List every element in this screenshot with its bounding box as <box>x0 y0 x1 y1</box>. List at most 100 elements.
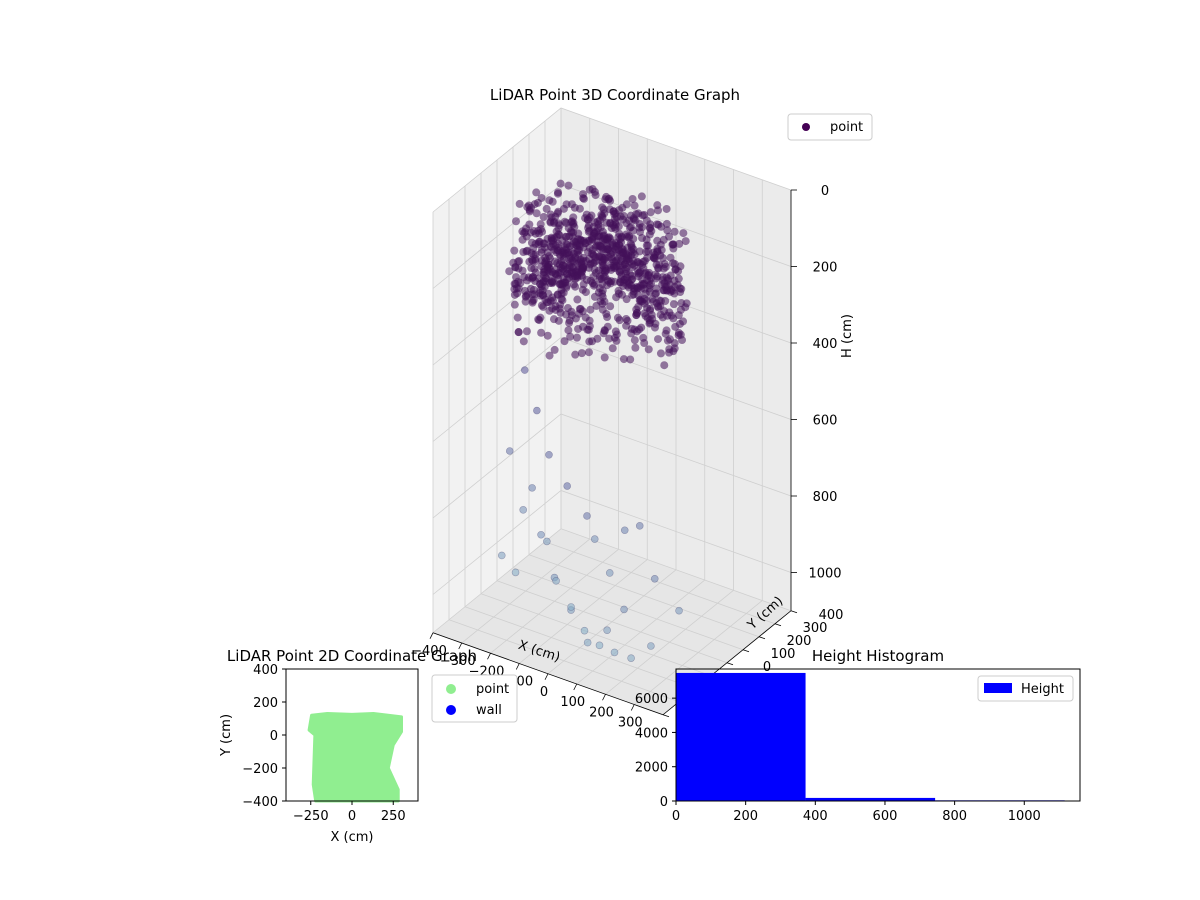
data-point <box>606 234 615 243</box>
data-point <box>559 288 568 297</box>
data-point <box>549 315 558 324</box>
data-point <box>593 334 602 343</box>
x-tick <box>515 663 520 670</box>
data-point <box>645 319 654 328</box>
y-tick-label: −200 <box>242 762 278 777</box>
data-point <box>539 212 548 221</box>
data-point <box>582 210 591 219</box>
data-point <box>567 603 575 611</box>
data-point <box>628 194 637 203</box>
data-point <box>623 232 632 241</box>
data-point <box>611 209 620 218</box>
data-point <box>674 331 683 340</box>
data-point <box>556 300 565 309</box>
y-tick <box>774 623 782 627</box>
data-point <box>572 333 581 342</box>
data-point <box>598 305 607 314</box>
data-point <box>605 569 614 577</box>
chart-2d-xlabel: X (cm) <box>331 830 374 845</box>
data-point <box>591 191 600 200</box>
x-tick <box>573 683 578 691</box>
histogram-title: Height Histogram <box>812 647 944 665</box>
legend-label-point: point <box>830 120 863 135</box>
data-point <box>594 266 603 275</box>
data-point <box>511 568 520 577</box>
x-tick-label: −400 <box>411 644 447 659</box>
data-point <box>564 181 573 190</box>
data-point <box>583 638 592 647</box>
data-point <box>571 350 580 359</box>
data-point <box>552 577 560 585</box>
x-tick-label: 200 <box>733 809 758 824</box>
chart-2d: LiDAR Point 2D Coordinate Graph −250 0 250… <box>219 647 518 845</box>
data-point <box>534 226 543 235</box>
data-point <box>536 313 545 322</box>
data-point <box>603 276 612 285</box>
data-point <box>635 227 644 236</box>
data-point <box>528 298 537 307</box>
data-point <box>669 300 678 309</box>
data-point <box>569 263 578 272</box>
x-tick-label: 0 <box>672 809 680 824</box>
data-point <box>577 349 586 358</box>
data-point <box>532 188 541 197</box>
chart-2d-legend: point wall <box>431 674 518 723</box>
x-tick-label: 1000 <box>1008 809 1041 824</box>
data-point <box>670 276 679 285</box>
data-point <box>600 353 609 362</box>
data-point <box>538 290 547 299</box>
data-point <box>604 195 613 204</box>
data-point <box>670 339 679 348</box>
data-point <box>622 256 631 265</box>
x-tick-label: 0 <box>540 685 548 700</box>
data-point <box>523 290 532 299</box>
data-point <box>510 279 519 288</box>
grid-line-h <box>432 413 792 519</box>
x-tick <box>602 694 606 701</box>
data-point <box>661 262 670 271</box>
data-point <box>546 270 555 279</box>
data-point <box>579 194 588 203</box>
y-tick-label: 200 <box>253 696 278 711</box>
data-point <box>584 348 593 357</box>
grid-line-y <box>464 186 696 690</box>
data-point <box>643 303 652 312</box>
data-point <box>656 349 665 358</box>
chart-3d-zlabel: H (cm) <box>840 314 855 358</box>
data-point <box>635 522 644 530</box>
data-point <box>610 277 619 286</box>
chart-3d-title: LiDAR Point 3D Coordinate Graph <box>490 86 740 104</box>
data-point <box>662 286 671 295</box>
data-point <box>542 204 551 213</box>
data-point <box>580 626 589 635</box>
data-point <box>559 279 568 288</box>
data-point <box>607 224 616 233</box>
data-point <box>543 234 552 243</box>
z-tick-label: 200 <box>813 261 838 276</box>
data-point <box>590 535 599 543</box>
data-point <box>518 235 527 244</box>
y-tick-label: 0 <box>270 729 278 744</box>
chart-2d-point-area <box>307 712 403 803</box>
data-point <box>562 232 571 241</box>
data-point <box>545 306 554 315</box>
y-tick-label: 400 <box>819 608 844 623</box>
data-point <box>585 337 594 346</box>
legend-box <box>787 113 873 141</box>
data-point <box>563 304 572 313</box>
z-tick-label: 800 <box>813 490 838 505</box>
data-point <box>530 200 539 209</box>
data-point <box>528 484 536 492</box>
data-point <box>666 253 675 262</box>
data-point <box>607 253 616 262</box>
x-tick-label: 800 <box>942 809 967 824</box>
data-point <box>537 193 546 202</box>
data-point <box>608 344 617 353</box>
data-point <box>554 219 563 228</box>
data-point <box>626 239 635 248</box>
data-point <box>669 347 678 356</box>
data-point <box>578 264 587 273</box>
data-point <box>600 326 609 335</box>
data-point <box>497 551 506 560</box>
data-point <box>637 192 646 201</box>
